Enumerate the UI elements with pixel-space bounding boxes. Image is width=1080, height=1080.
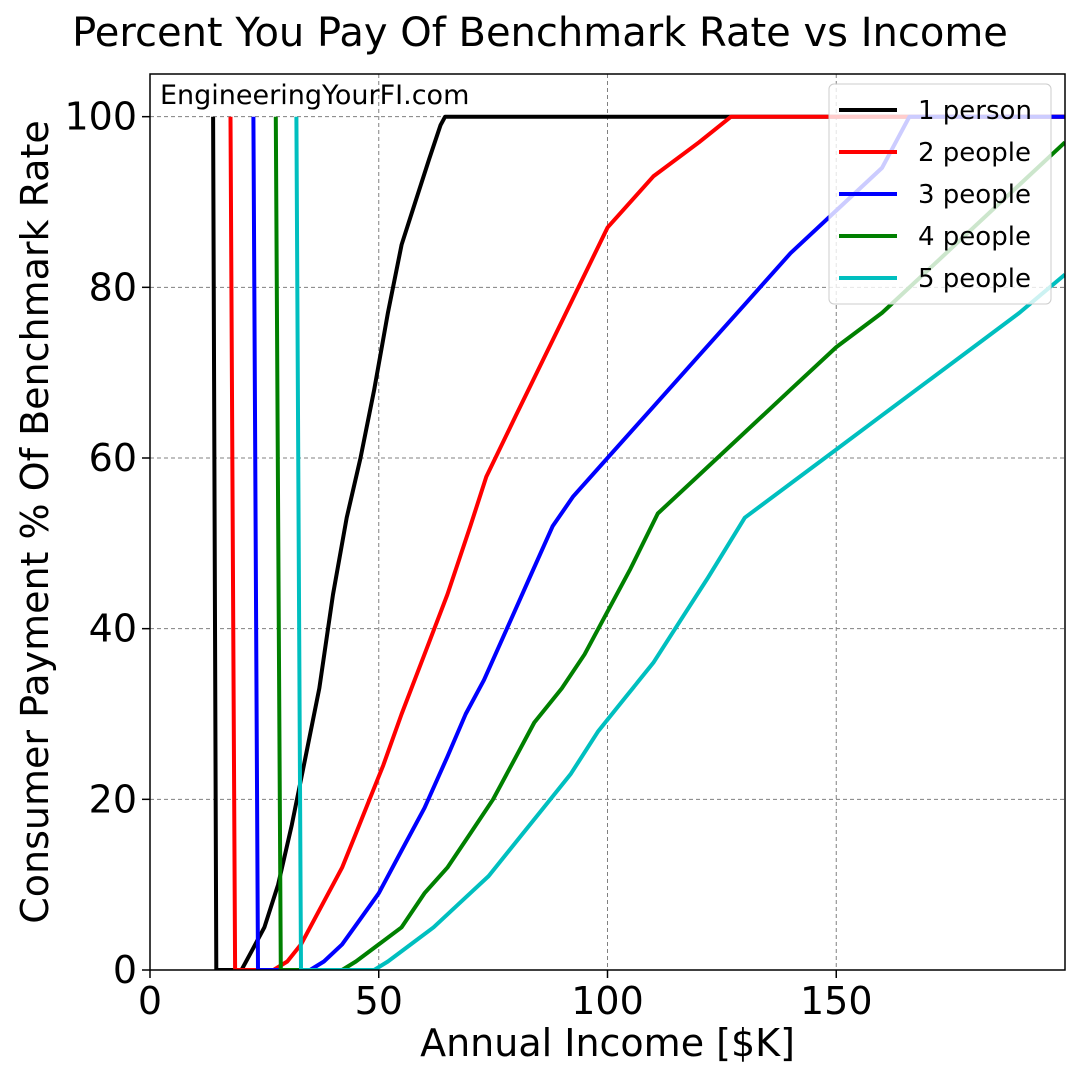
y-axis-label: Consumer Payment % Of Benchmark Rate xyxy=(13,120,57,924)
chart-title: Percent You Pay Of Benchmark Rate vs Inc… xyxy=(72,10,1008,56)
legend-label: 2 people xyxy=(918,138,1031,168)
y-tick-label: 60 xyxy=(89,436,137,480)
legend-label: 3 people xyxy=(918,180,1031,210)
y-tick-label: 0 xyxy=(113,948,137,992)
y-tick-label: 100 xyxy=(64,95,137,139)
x-tick-label: 100 xyxy=(571,979,644,1023)
series-line-4 xyxy=(273,116,1065,970)
legend: 1 person 2 people 3 people 4 people 5 people xyxy=(828,83,1052,305)
x-tick-label: 0 xyxy=(138,979,162,1023)
watermark-text: EngineeringYourFI.com xyxy=(160,80,469,111)
series-line-5 xyxy=(294,116,1065,970)
series-line-1 xyxy=(211,114,1065,970)
axis-ticks: 0 50 100 150 0 20 40 60 80 100 xyxy=(64,95,872,1023)
series-line-3 xyxy=(251,114,1065,970)
legend-label: 4 people xyxy=(918,222,1031,252)
series-line-2 xyxy=(228,114,1065,970)
y-tick-label: 80 xyxy=(89,265,137,309)
legend-label: 5 people xyxy=(918,264,1031,294)
legend-label: 1 person xyxy=(918,96,1032,126)
x-tick-label: 150 xyxy=(800,979,873,1023)
y-tick-label: 40 xyxy=(89,607,137,651)
plot-area xyxy=(211,114,1065,970)
legend-box xyxy=(828,83,1052,305)
x-tick-label: 50 xyxy=(355,979,403,1023)
y-tick-label: 20 xyxy=(89,777,137,821)
x-axis-label: Annual Income [$K] xyxy=(420,1021,795,1065)
